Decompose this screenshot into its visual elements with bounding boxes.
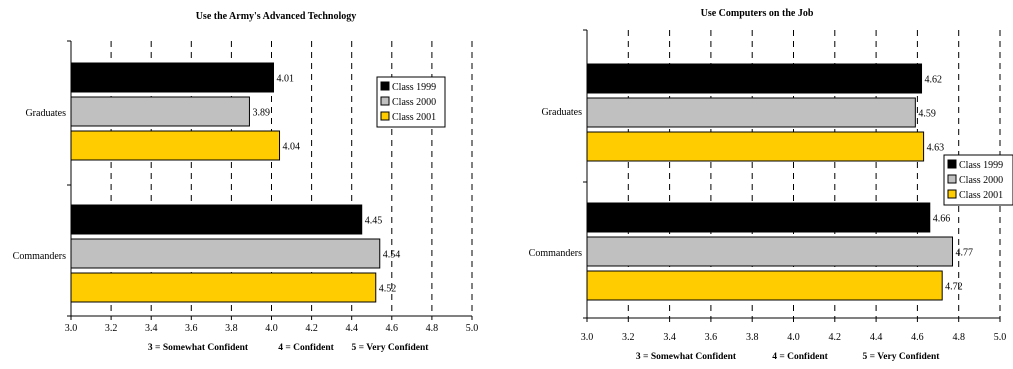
scale-label: 5 = Very Confident — [863, 352, 941, 362]
bar — [586, 202, 931, 233]
legend-swatch — [380, 96, 390, 106]
legend-entry: Class 2000 — [392, 97, 436, 108]
chart-title: Use the Army's Advanced Technology — [196, 11, 357, 22]
chart-title: Use Computers on the Job — [701, 8, 814, 19]
data-label: 4.54 — [383, 250, 401, 261]
x-tick-label: 4.2 — [305, 323, 318, 334]
legend-entry: Class 1999 — [959, 160, 1003, 171]
legend-entry: Class 2000 — [959, 175, 1003, 186]
legend-entry: Class 2001 — [392, 112, 436, 123]
scale-label: 5 = Very Confident — [352, 343, 430, 353]
data-label: 4.01 — [277, 74, 295, 85]
data-label: 4.59 — [918, 109, 936, 120]
legend-swatch — [380, 111, 390, 121]
data-label: 4.62 — [925, 75, 943, 86]
data-label: 4.77 — [956, 248, 974, 259]
bar — [586, 270, 943, 301]
bar — [586, 97, 916, 128]
legend-swatch — [380, 81, 390, 91]
data-label: 4.66 — [933, 214, 951, 225]
x-tick-label: 3.8 — [225, 323, 238, 334]
x-tick-label: 5.0 — [466, 323, 479, 334]
legend-swatch — [947, 189, 957, 199]
x-tick-label: 3.8 — [746, 332, 759, 343]
x-tick-label: 4.0 — [787, 332, 800, 343]
bar — [70, 238, 381, 269]
x-tick-label: 4.8 — [952, 332, 965, 343]
bar — [70, 130, 281, 161]
category-label: Commanders — [529, 248, 582, 259]
data-label: 4.04 — [283, 142, 301, 153]
scale-label: 4 = Confident — [772, 352, 828, 362]
x-tick-label: 3.6 — [705, 332, 718, 343]
data-label: 4.72 — [945, 282, 963, 293]
legend: Class 1999 Class 2000 Class 2001 — [943, 154, 1013, 206]
data-label: 3.89 — [252, 108, 270, 119]
x-tick-label: 3.4 — [145, 323, 158, 334]
x-tick-label: 3.0 — [581, 332, 594, 343]
bar — [586, 236, 954, 267]
bar — [586, 131, 925, 162]
scale-label: 3 = Somewhat Confident — [148, 343, 249, 353]
legend-entry: Class 1999 — [392, 82, 436, 93]
legend: Class 1999 Class 2000 Class 2001 — [376, 76, 446, 128]
bar — [70, 62, 275, 93]
bar — [70, 96, 250, 127]
x-tick-label: 4.4 — [870, 332, 883, 343]
legend-swatch — [947, 159, 957, 169]
legend-entry: Class 2001 — [959, 190, 1003, 201]
bar — [586, 63, 923, 94]
scale-label: 4 = Confident — [278, 343, 334, 353]
x-tick-label: 4.2 — [829, 332, 842, 343]
x-tick-label: 3.6 — [185, 323, 198, 334]
x-tick-label: 4.0 — [265, 323, 278, 334]
chart-1: Use the Army's Advanced Technology 3.0 3.2… — [13, 11, 479, 353]
x-tick-label: 3.4 — [663, 332, 676, 343]
chart-2: Use Computers on the Job 3.0 3.2 3.4 3.6 3.8 4… — [529, 8, 1013, 362]
x-tick-label: 4.6 — [386, 323, 399, 334]
x-tick-label: 4.8 — [426, 323, 439, 334]
bar — [70, 272, 377, 303]
bar — [70, 204, 363, 235]
category-label: Graduates — [541, 107, 582, 118]
x-tick-label: 4.4 — [345, 323, 358, 334]
category-label: Graduates — [25, 108, 66, 119]
legend-swatch — [947, 174, 957, 184]
data-label: 4.45 — [365, 216, 383, 227]
x-tick-label: 3.2 — [105, 323, 118, 334]
data-label: 4.52 — [379, 284, 397, 295]
category-label: Commanders — [13, 251, 66, 262]
scale-label: 3 = Somewhat Confident — [636, 352, 737, 362]
x-tick-label: 4.6 — [911, 332, 924, 343]
x-tick-label: 3.0 — [65, 323, 78, 334]
data-label: 4.63 — [927, 143, 945, 154]
x-tick-label: 3.2 — [622, 332, 635, 343]
x-tick-label: 5.0 — [994, 332, 1007, 343]
